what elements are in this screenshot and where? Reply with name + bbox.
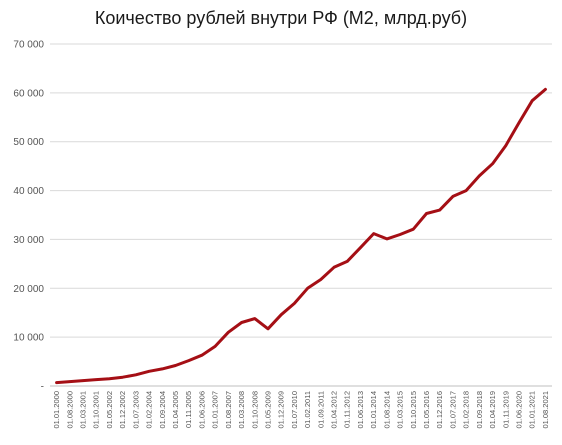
y-tick-label: 70 000 bbox=[13, 40, 44, 51]
data-point bbox=[240, 321, 243, 324]
data-point bbox=[438, 208, 441, 212]
data-point bbox=[319, 278, 323, 281]
x-tick-label: 01.01.2000 bbox=[52, 391, 61, 429]
data-point bbox=[55, 381, 58, 384]
y-tick-label: - bbox=[41, 382, 44, 393]
x-tick-label: 01.09.2004 bbox=[158, 391, 167, 429]
x-tick-label: 01.09.2018 bbox=[475, 391, 484, 429]
x-tick-label: 01.08.2014 bbox=[382, 391, 391, 429]
data-point bbox=[478, 174, 481, 178]
x-tick-label: 01.08.2007 bbox=[224, 391, 233, 429]
data-point bbox=[372, 232, 375, 235]
data-point bbox=[306, 287, 309, 290]
data-point bbox=[213, 345, 217, 348]
data-point bbox=[398, 233, 402, 236]
data-point bbox=[544, 88, 547, 91]
data-point bbox=[108, 377, 111, 380]
data-point bbox=[504, 144, 507, 147]
x-tick-label: 01.11.2012 bbox=[343, 391, 352, 428]
x-tick-label: 01.10.2001 bbox=[92, 391, 101, 429]
x-tick-label: 01.02.2011 bbox=[303, 391, 312, 428]
x-tick-label: 01.09.2011 bbox=[316, 391, 325, 428]
data-point bbox=[491, 162, 494, 165]
y-tick-label: 40 000 bbox=[13, 186, 44, 197]
x-tick-label: 01.01.2021 bbox=[528, 391, 537, 429]
series-line bbox=[55, 87, 547, 385]
x-tick-label: 01.10.2008 bbox=[250, 391, 259, 429]
data-point bbox=[147, 370, 151, 373]
data-point bbox=[81, 379, 85, 382]
y-tick-label: 10 000 bbox=[13, 333, 44, 344]
x-tick-label: 01.04.2005 bbox=[171, 391, 180, 429]
data-point bbox=[517, 121, 521, 124]
data-point bbox=[530, 99, 534, 102]
y-tick-label: 50 000 bbox=[13, 137, 44, 148]
data-point bbox=[266, 327, 270, 331]
data-point bbox=[346, 260, 349, 263]
y-tick-label: 30 000 bbox=[13, 235, 44, 246]
data-point bbox=[279, 313, 283, 316]
x-tick-label: 01.11.2005 bbox=[184, 391, 193, 428]
x-tick-label: 01.02.2004 bbox=[145, 391, 154, 429]
data-point bbox=[187, 359, 190, 362]
data-point bbox=[425, 212, 428, 215]
x-tick-label: 01.02.2018 bbox=[462, 391, 471, 429]
data-point bbox=[385, 237, 389, 241]
chart-title: Коичество рублей внутри РФ (М2, млрд.руб… bbox=[94, 8, 468, 28]
x-tick-label: 01.03.2001 bbox=[79, 391, 88, 429]
data-point bbox=[253, 317, 256, 320]
x-tick-label: 01.04.2019 bbox=[488, 391, 497, 429]
data-point bbox=[227, 331, 230, 334]
y-tick-label: 60 000 bbox=[13, 88, 44, 99]
x-tick-label: 01.03.2008 bbox=[237, 391, 246, 429]
data-point bbox=[161, 367, 164, 371]
x-tick-label: 01.05.2016 bbox=[422, 391, 431, 429]
data-point bbox=[412, 227, 415, 231]
x-tick-label: 01.12.2009 bbox=[277, 391, 286, 429]
data-point bbox=[200, 354, 204, 357]
x-tick-label: 01.07.2010 bbox=[290, 391, 299, 429]
x-tick-label: 01.05.2009 bbox=[263, 391, 272, 429]
x-tick-label: 01.03.2015 bbox=[396, 391, 405, 429]
x-tick-label: 01.12.2016 bbox=[435, 391, 444, 429]
x-tick-label: 01.01.2014 bbox=[369, 391, 378, 429]
x-tick-label: 01.10.2015 bbox=[409, 391, 418, 429]
x-tick-label: 01.06.2006 bbox=[197, 391, 206, 429]
data-point bbox=[464, 189, 468, 192]
data-point bbox=[68, 380, 72, 383]
x-tick-label: 01.07.2017 bbox=[448, 391, 457, 429]
data-point bbox=[121, 376, 124, 379]
data-point bbox=[95, 378, 98, 381]
y-tick-label: 20 000 bbox=[13, 284, 44, 295]
data-point bbox=[359, 246, 362, 249]
data-point bbox=[134, 373, 138, 376]
x-tick-label: 01.11.2019 bbox=[501, 391, 510, 428]
data-point bbox=[332, 266, 336, 269]
x-tick-label: 01.05.2002 bbox=[105, 391, 114, 429]
data-point bbox=[451, 195, 455, 198]
data-point bbox=[174, 364, 177, 367]
x-tick-label: 01.01.2007 bbox=[211, 391, 220, 429]
x-tick-label: 01.07.2003 bbox=[131, 391, 140, 429]
data-point bbox=[293, 302, 296, 305]
x-tick-label: 01.08.2000 bbox=[65, 391, 74, 429]
x-tick-label: 01.12.2002 bbox=[118, 391, 127, 429]
x-tick-label: 01.08.2021 bbox=[541, 391, 550, 429]
x-tick-label: 01.06.2020 bbox=[514, 391, 523, 429]
x-tick-label: 01.04.2012 bbox=[330, 391, 339, 429]
x-tick-label: 01.06.2013 bbox=[356, 391, 365, 429]
